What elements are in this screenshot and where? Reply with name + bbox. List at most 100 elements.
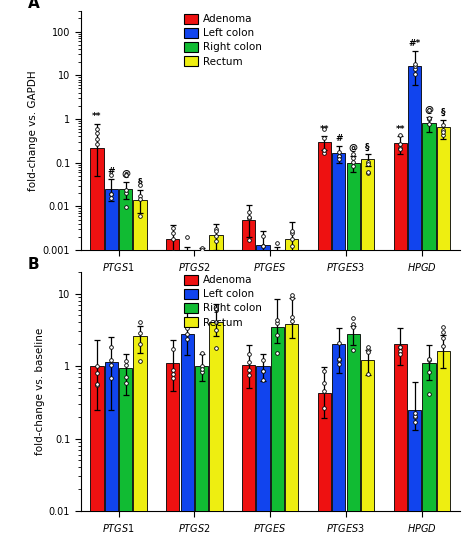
Text: B: B [27,257,39,272]
Bar [332,344,346,538]
Point [396,140,404,148]
Point [440,121,447,129]
Point [122,185,129,194]
Bar [166,363,179,538]
Point [335,147,343,156]
Point [440,322,447,331]
Bar [318,142,331,538]
Text: A: A [27,0,39,11]
Bar [242,365,255,538]
Text: §: § [365,143,370,152]
Point [169,345,176,353]
Text: @: @ [349,144,358,153]
Point [364,168,372,176]
Point [288,229,296,238]
Point [183,329,191,338]
Point [411,70,419,79]
Point [425,114,433,122]
Point [183,335,191,343]
Point [183,271,191,279]
Bar [195,252,208,538]
Point [288,235,296,243]
Point [122,357,129,366]
Point [212,344,220,352]
Point [411,61,419,70]
Point [425,355,433,364]
Point [93,129,100,137]
Bar [181,252,194,538]
Point [411,409,419,417]
Point [108,171,115,180]
Bar [166,239,179,538]
Point [259,232,267,240]
Point [335,355,343,363]
Point [425,390,433,399]
Point [364,348,372,357]
Bar [134,200,147,538]
Point [364,160,372,168]
Y-axis label: fold-change vs. baseline: fold-change vs. baseline [35,328,45,455]
Bar [134,336,147,538]
Point [320,403,328,412]
Bar [408,410,421,538]
Point [245,213,252,221]
Point [137,329,144,338]
Point [93,379,100,388]
Point [288,226,296,235]
Point [411,60,419,68]
Point [320,146,328,154]
Point [273,330,281,339]
Bar [408,66,421,538]
Point [169,229,176,237]
Point [259,242,267,251]
Point [122,360,129,369]
Point [169,366,176,374]
Point [108,361,115,370]
Point [335,155,343,164]
Text: @: @ [425,105,434,115]
Point [108,189,115,198]
Point [320,148,328,157]
Point [212,317,220,326]
Point [273,239,281,247]
Point [320,387,328,395]
Point [273,318,281,327]
Bar [346,334,360,538]
Point [273,349,281,357]
Point [108,342,115,351]
Point [122,203,129,211]
Point [198,254,205,263]
Point [198,362,205,371]
Point [396,347,404,356]
Point [122,171,129,179]
Text: #: # [335,134,343,144]
Bar [437,127,450,538]
Point [425,106,433,115]
Point [425,120,433,129]
Bar [422,363,436,538]
Point [396,131,404,139]
Bar [119,367,132,538]
Bar [361,159,374,538]
Point [364,158,372,166]
Point [108,194,115,202]
Point [320,366,328,375]
Point [212,237,220,245]
Text: §: § [138,178,142,187]
Point [288,313,296,321]
Point [364,346,372,355]
Point [396,144,404,153]
Bar [256,366,270,538]
Bar [285,239,299,538]
Point [259,376,267,385]
Point [108,190,115,199]
Point [349,345,357,354]
Point [349,158,357,166]
Text: **: ** [92,112,101,122]
Point [440,328,447,336]
Bar [181,334,194,538]
Point [364,370,372,378]
Point [425,356,433,365]
Bar [210,322,223,538]
Point [122,379,129,387]
